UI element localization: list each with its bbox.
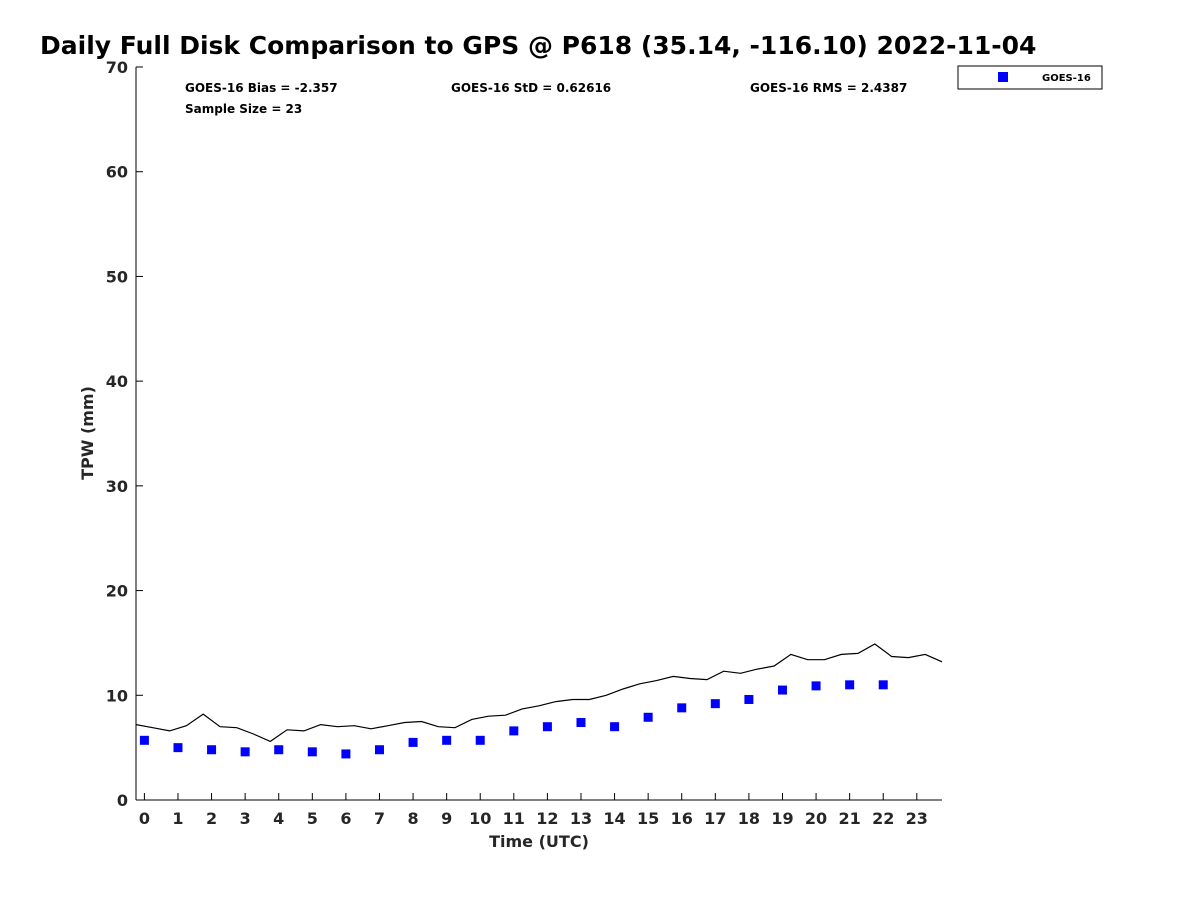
x-tick-label: 6 xyxy=(340,809,351,828)
goes16-point-series xyxy=(139,680,888,759)
goes16-point xyxy=(408,737,418,747)
chart-title: Daily Full Disk Comparison to GPS @ P618… xyxy=(40,31,1036,60)
x-tick-label: 1 xyxy=(172,809,183,828)
x-tick-label: 7 xyxy=(374,809,385,828)
x-tick-label: 12 xyxy=(536,809,558,828)
goes16-point xyxy=(207,745,217,755)
legend-marker xyxy=(998,72,1008,82)
x-tick-label: 3 xyxy=(240,809,251,828)
x-tick-label: 20 xyxy=(805,809,827,828)
y-tick-label: 0 xyxy=(117,791,128,810)
goes16-point xyxy=(240,747,250,757)
goes16-point xyxy=(744,694,754,704)
goes16-point xyxy=(139,735,149,745)
y-tick-label: 60 xyxy=(106,163,128,182)
x-axis-label: Time (UTC) xyxy=(489,832,589,851)
goes16-point xyxy=(307,747,317,757)
goes16-point xyxy=(610,722,620,732)
goes16-point xyxy=(811,681,821,691)
goes16-point xyxy=(643,712,653,722)
y-tick-label: 30 xyxy=(106,477,128,496)
x-tick-label: 11 xyxy=(503,809,525,828)
x-tick-label: 17 xyxy=(704,809,726,828)
x-tick-label: 5 xyxy=(307,809,318,828)
y-tick-label: 10 xyxy=(106,686,128,705)
x-tick-label: 2 xyxy=(206,809,217,828)
y-tick-label: 50 xyxy=(106,267,128,286)
y-axis-label: TPW (mm) xyxy=(78,386,97,480)
x-tick-label: 13 xyxy=(570,809,592,828)
legend: GOES-16 xyxy=(957,65,1103,90)
goes16-point xyxy=(173,743,183,753)
goes16-point xyxy=(542,722,552,732)
goes16-point xyxy=(374,745,384,755)
x-tick-label: 19 xyxy=(771,809,793,828)
axes xyxy=(135,67,942,801)
goes16-point xyxy=(576,718,586,728)
goes16-point xyxy=(845,680,855,690)
y-ticks: 0 10 20 30 40 50 60 70 xyxy=(106,58,143,810)
gps-line xyxy=(135,643,943,743)
y-tick-label: 70 xyxy=(106,58,128,77)
x-tick-label: 4 xyxy=(273,809,284,828)
x-tick-label: 21 xyxy=(839,809,861,828)
x-tick-label: 15 xyxy=(637,809,659,828)
x-tick-label: 8 xyxy=(407,809,418,828)
goes16-point xyxy=(475,735,485,745)
goes16-point xyxy=(442,735,452,745)
x-tick-label: 14 xyxy=(603,809,625,828)
rms-stat: GOES-16 RMS = 2.4387 xyxy=(750,81,907,95)
bias-stat: GOES-16 Bias = -2.357 xyxy=(185,81,338,95)
x-tick-label: 9 xyxy=(441,809,452,828)
goes16-point xyxy=(777,685,787,695)
goes16-point xyxy=(341,749,351,759)
y-tick-label: 40 xyxy=(106,372,128,391)
goes16-point xyxy=(274,745,284,755)
goes16-point xyxy=(509,726,519,736)
goes16-point xyxy=(677,703,687,713)
gps-line-series xyxy=(135,643,943,743)
x-tick-label: 18 xyxy=(738,809,760,828)
legend-label: GOES-16 xyxy=(1042,73,1091,84)
x-tick-label: 10 xyxy=(469,809,491,828)
goes16-point xyxy=(710,699,720,709)
sample-size-stat: Sample Size = 23 xyxy=(185,102,302,116)
legend-box xyxy=(957,65,1103,90)
y-tick-label: 20 xyxy=(106,582,128,601)
x-ticks: 0 1 2 3 4 5 6 7 8 9 10 11 12 13 14 15 16 17 18 19 20 21 22 23 xyxy=(139,793,928,828)
x-tick-label: 16 xyxy=(671,809,693,828)
x-tick-label: 22 xyxy=(872,809,894,828)
x-tick-label: 23 xyxy=(906,809,928,828)
std-stat: GOES-16 StD = 0.62616 xyxy=(451,81,611,95)
goes16-point xyxy=(878,680,888,690)
x-tick-label: 0 xyxy=(139,809,150,828)
